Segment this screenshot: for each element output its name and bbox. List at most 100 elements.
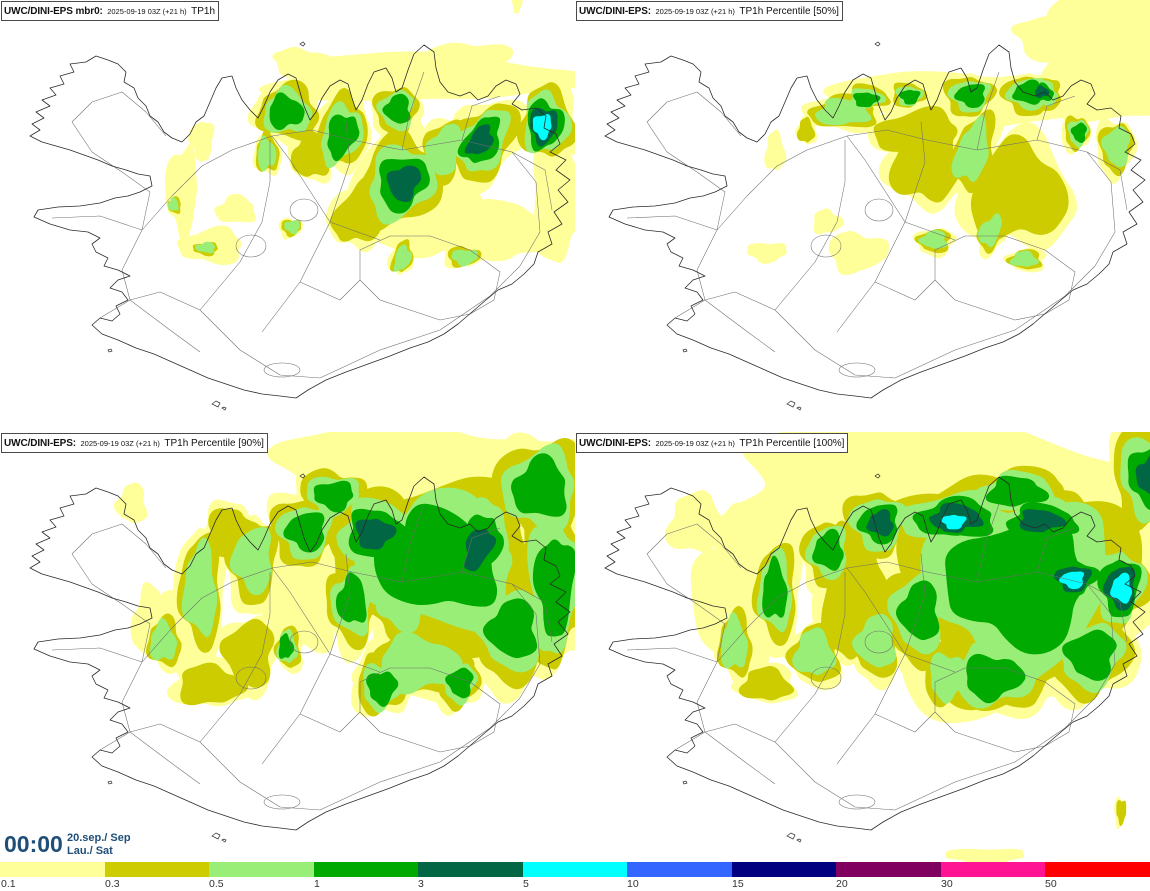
precip-area bbox=[792, 627, 837, 676]
model-name: UWC/DINI-EPS: bbox=[579, 438, 652, 449]
panel-title: UWC/DINI-EPS mbr0: 2025-09-19 03Z (+21 h… bbox=[1, 1, 220, 21]
precip-layer bbox=[164, 0, 575, 275]
precip-area bbox=[813, 208, 845, 235]
precip-area bbox=[985, 475, 1050, 507]
colorbar-label: 30 bbox=[941, 878, 953, 890]
run-time: 2025-09-19 03Z (+21 h) bbox=[80, 439, 160, 448]
precip-area bbox=[533, 141, 575, 263]
colorbar-swatch bbox=[940, 862, 1046, 877]
colorbar-label: 0.5 bbox=[209, 878, 224, 890]
colorbar-label: 0.1 bbox=[1, 878, 16, 890]
panel-title: UWC/DINI-EPS: 2025-09-19 03Z (+21 h) TP1… bbox=[576, 1, 843, 21]
precip-area bbox=[219, 618, 275, 688]
panel-title: UWC/DINI-EPS: 2025-09-19 03Z (+21 h) TP1… bbox=[576, 433, 849, 453]
model-name: UWC/DINI-EPS: bbox=[579, 6, 652, 17]
precip-area bbox=[1116, 800, 1127, 827]
precip-area bbox=[290, 128, 330, 177]
precip-area bbox=[283, 512, 325, 553]
precip-area bbox=[762, 555, 788, 618]
colorbar-swatch bbox=[0, 862, 105, 877]
field-name: TP1h Percentile [90%] bbox=[164, 438, 264, 449]
precip-area bbox=[511, 453, 567, 517]
run-time: 2025-09-19 03Z (+21 h) bbox=[655, 7, 735, 16]
colorbar-label: 20 bbox=[836, 878, 848, 890]
precip-area bbox=[269, 92, 305, 131]
precip-area bbox=[1010, 14, 1140, 63]
precip-area bbox=[167, 197, 179, 211]
colorbar-swatch bbox=[627, 862, 732, 877]
precip-area bbox=[366, 671, 399, 707]
colorbar-swatch bbox=[1045, 862, 1150, 877]
colorbar-label: 15 bbox=[732, 878, 744, 890]
precip-area bbox=[445, 667, 474, 699]
precip-area bbox=[738, 666, 795, 701]
precip-area bbox=[335, 572, 367, 623]
precip-area bbox=[720, 612, 749, 669]
precip-area bbox=[966, 653, 1026, 704]
precip-area bbox=[852, 613, 897, 668]
precip-area bbox=[451, 249, 478, 267]
precip-area bbox=[1009, 250, 1040, 267]
precip-area bbox=[214, 193, 257, 223]
precip-area bbox=[898, 89, 921, 105]
colorbar-label: 3 bbox=[418, 878, 424, 890]
precip-area bbox=[464, 529, 497, 572]
field-name: TP1h Percentile [50%] bbox=[739, 6, 839, 17]
field-name: TP1h bbox=[191, 6, 216, 17]
colorbar-swatch bbox=[209, 862, 314, 877]
colorbar-label: 10 bbox=[627, 878, 639, 890]
precip-area bbox=[812, 528, 844, 571]
precip-area bbox=[940, 514, 967, 530]
precip-map bbox=[604, 0, 1150, 411]
precip-area bbox=[180, 662, 249, 706]
precip-area bbox=[149, 618, 178, 661]
precip-area bbox=[1101, 126, 1131, 168]
precip-area bbox=[195, 241, 216, 254]
precip-area bbox=[425, 42, 514, 78]
colorbar-swatch bbox=[836, 862, 941, 877]
precip-area bbox=[188, 121, 215, 162]
precip-area bbox=[113, 482, 148, 524]
precip-area bbox=[1110, 572, 1133, 604]
precip-area bbox=[764, 129, 787, 171]
map-panel-p100: UWC/DINI-EPS: 2025-09-19 03Z (+21 h) TP1… bbox=[575, 432, 1150, 862]
precip-area bbox=[278, 633, 295, 659]
precip-area bbox=[164, 144, 198, 242]
precip-area bbox=[464, 124, 494, 155]
precip-area bbox=[313, 480, 354, 513]
precip-area bbox=[954, 84, 985, 109]
valid-clock: 00:00 bbox=[4, 831, 63, 857]
map-panel-p50: UWC/DINI-EPS: 2025-09-19 03Z (+21 h) TP1… bbox=[575, 0, 1150, 430]
colorbar-label: 1 bbox=[314, 878, 320, 890]
precip-area bbox=[852, 92, 881, 108]
run-time: 2025-09-19 03Z (+21 h) bbox=[107, 7, 187, 16]
precip-area bbox=[284, 220, 301, 235]
precip-area bbox=[796, 116, 816, 143]
precip-area bbox=[382, 93, 411, 124]
colorbar-label: 0.3 bbox=[105, 878, 120, 890]
colorbar-swatch bbox=[313, 862, 419, 877]
precip-area bbox=[945, 848, 1025, 862]
colorbar-swatch bbox=[522, 862, 628, 877]
precip-map bbox=[29, 432, 575, 843]
precip-area bbox=[424, 123, 462, 176]
precip-area bbox=[1135, 455, 1150, 495]
precip-area bbox=[386, 165, 422, 202]
precip-area bbox=[828, 231, 890, 276]
panel-title: UWC/DINI-EPS: 2025-09-19 03Z (+21 h) TP1… bbox=[1, 433, 268, 453]
precip-area bbox=[945, 514, 1085, 655]
precip-area bbox=[1062, 629, 1117, 681]
precip-area bbox=[977, 213, 1002, 248]
precip-area bbox=[532, 539, 575, 637]
precip-area bbox=[511, 0, 523, 14]
precip-layer bbox=[664, 432, 1150, 862]
model-name: UWC/DINI-EPS mbr0: bbox=[4, 6, 103, 17]
precip-area bbox=[895, 580, 940, 641]
valid-weekday: Lau./ Sat bbox=[67, 844, 113, 857]
valid-date: 20.sep./ Sep bbox=[67, 831, 131, 844]
precip-area bbox=[393, 244, 413, 272]
precip-area bbox=[930, 652, 971, 704]
precip-area bbox=[1070, 122, 1088, 144]
colorbar bbox=[0, 862, 1150, 877]
precip-layer bbox=[747, 0, 1150, 276]
